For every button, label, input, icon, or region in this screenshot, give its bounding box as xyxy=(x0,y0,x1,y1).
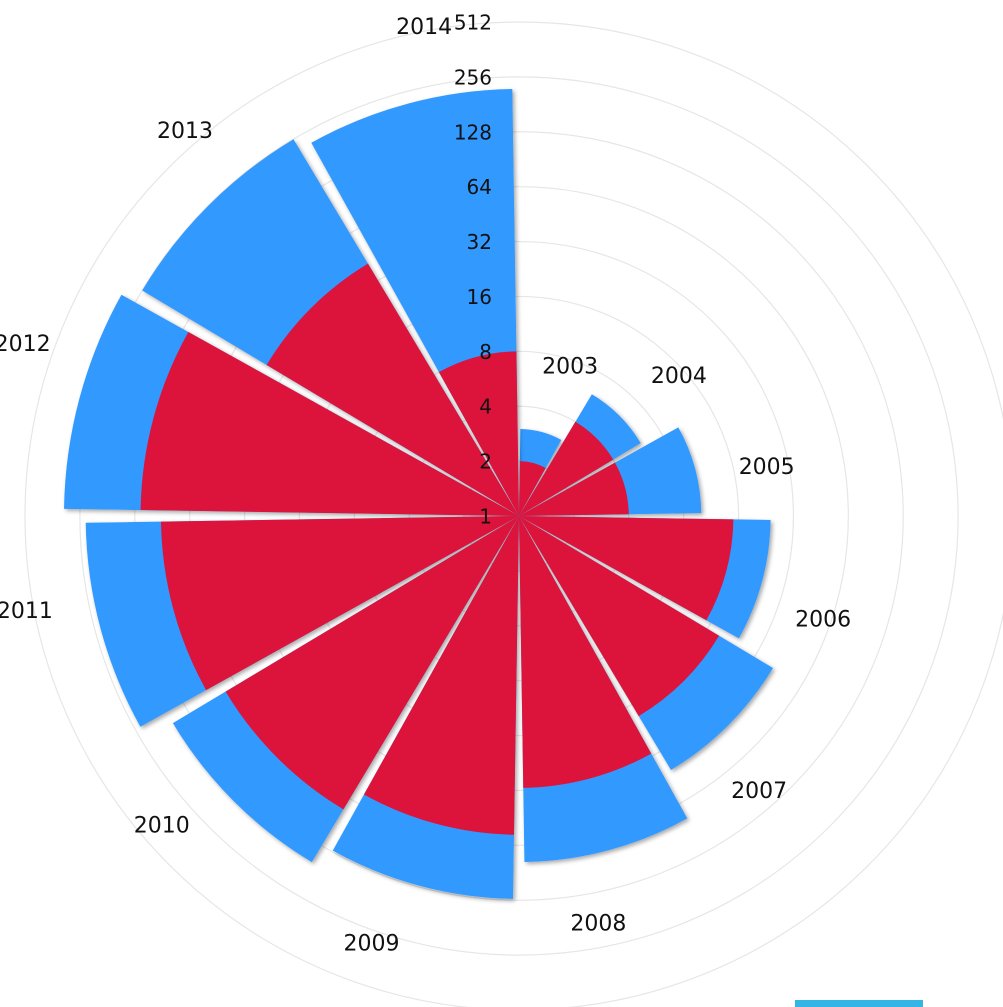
y-tick-label: 128 xyxy=(454,120,492,144)
sector xyxy=(519,516,652,788)
y-tick-label: 64 xyxy=(467,175,492,199)
y-tick-label: 8 xyxy=(479,340,492,364)
legend-button[interactable] xyxy=(795,1000,923,1007)
category-label: 2010 xyxy=(134,814,190,839)
category-label: 2009 xyxy=(344,931,400,956)
grid xyxy=(24,21,1003,1007)
sectors xyxy=(64,88,773,899)
sector xyxy=(519,516,720,717)
grid-circle xyxy=(189,186,849,846)
sector xyxy=(225,516,519,810)
category-label: 2006 xyxy=(795,608,851,633)
y-tick-label: 256 xyxy=(454,65,492,89)
category-label: 2008 xyxy=(570,911,626,936)
category-label: 2013 xyxy=(157,119,213,144)
category-label: 2011 xyxy=(0,599,53,624)
labels: 1 2 4 8 16 32 64 128 256 512 2003 2004 2005 2006 2007 2… xyxy=(0,11,851,957)
y-tick-label: 32 xyxy=(467,230,492,254)
category-label: 2014 xyxy=(396,15,452,40)
grid-circle xyxy=(463,460,575,572)
grid-circle xyxy=(134,131,904,901)
sector xyxy=(266,263,519,516)
category-label: 2007 xyxy=(731,779,787,804)
sector xyxy=(519,461,546,516)
y-tick-label: 1 xyxy=(479,505,492,529)
sector xyxy=(519,421,614,516)
category-label: 2005 xyxy=(739,455,795,480)
category-label: 2012 xyxy=(0,332,51,357)
category-label: 2004 xyxy=(651,364,707,389)
grid-circle xyxy=(353,350,685,682)
grid-circle xyxy=(24,21,1003,1007)
sector xyxy=(519,516,734,621)
sector xyxy=(140,331,519,516)
y-tick-label: 4 xyxy=(479,395,492,419)
grid-circle xyxy=(298,295,740,737)
grid-circle xyxy=(243,240,795,792)
sector xyxy=(160,516,519,691)
y-tick-label: 16 xyxy=(467,285,492,309)
y-tick-label: 512 xyxy=(454,11,492,35)
grid-circle xyxy=(408,405,630,627)
sector xyxy=(438,351,519,516)
y-tick-label: 2 xyxy=(479,450,492,474)
sector xyxy=(519,462,629,516)
grid-circle xyxy=(79,76,959,956)
category-label: 2003 xyxy=(542,355,598,380)
sector xyxy=(363,516,519,835)
